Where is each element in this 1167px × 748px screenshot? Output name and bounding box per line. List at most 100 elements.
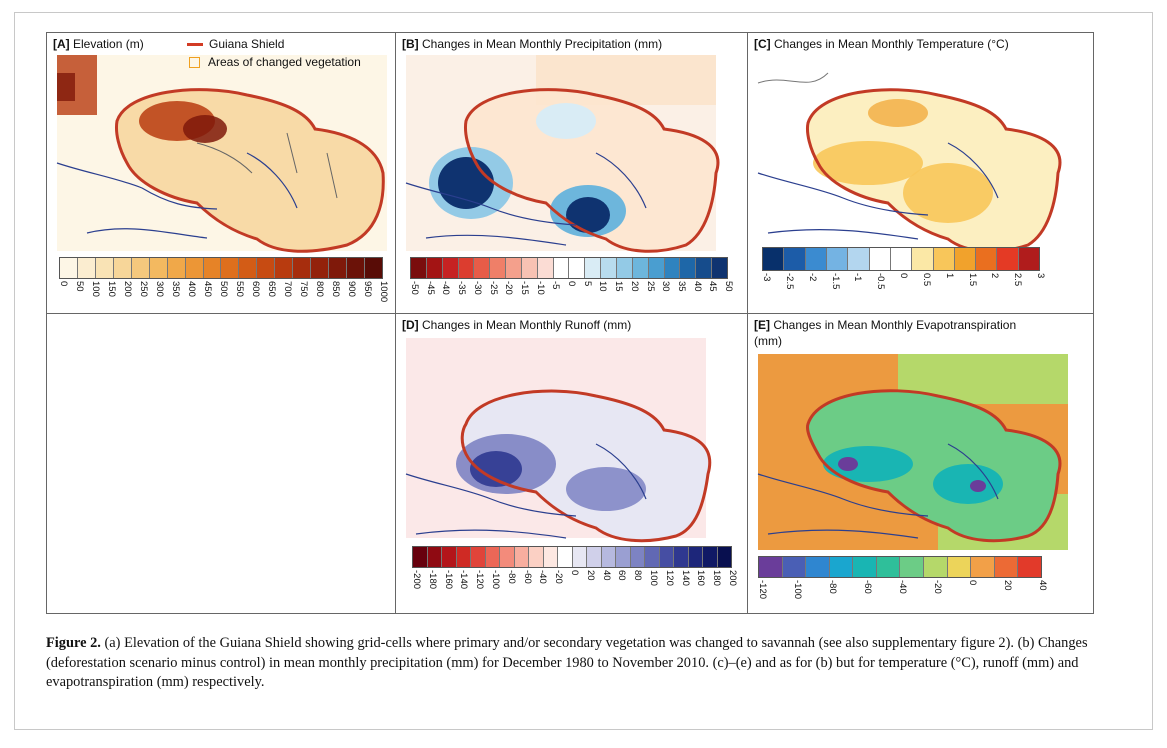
- colorbar-swatch: [848, 248, 870, 270]
- colorbar-swatch: [521, 258, 538, 278]
- colorbar-swatch: [474, 258, 491, 278]
- colorbar-swatch: [257, 258, 276, 278]
- colorbar-tick-label: 900: [346, 281, 357, 297]
- colorbar-swatch: [500, 547, 515, 567]
- colorbar-swatch: [471, 547, 486, 567]
- colorbar-tick-label: -80: [827, 580, 838, 594]
- precipitation-colorbar: [410, 257, 728, 279]
- colorbar-tick-label: -2: [806, 273, 818, 282]
- colorbar-tick-label: 200: [122, 281, 133, 297]
- colorbar-tick-label: 600: [250, 281, 261, 297]
- colorbar-swatch: [537, 258, 554, 278]
- colorbar-tick-label: -180: [426, 570, 438, 590]
- colorbar-tick-label: -45: [424, 281, 436, 295]
- colorbar-tick-label: 800: [314, 281, 325, 297]
- colorbar-swatch: [616, 547, 631, 567]
- colorbar-tick-label: 35: [675, 281, 687, 292]
- colorbar-tick-label: 20: [1002, 580, 1013, 591]
- runoff-colorbar: [412, 546, 732, 568]
- colorbar-swatch: [971, 557, 995, 577]
- colorbar-swatch: [427, 547, 442, 567]
- colorbar-swatch: [947, 557, 972, 577]
- colorbar-tick-label: -80: [505, 570, 517, 584]
- runoff-map: [405, 338, 712, 543]
- empty-panel: [47, 314, 395, 614]
- colorbar-tick-label: 180: [711, 570, 723, 586]
- colorbar-swatch: [763, 248, 785, 270]
- colorbar-swatch: [912, 248, 934, 270]
- colorbar-tick-label: 45: [707, 281, 719, 292]
- panel-precipitation: [B] Changes in Mean Monthly Precipitatio…: [396, 33, 747, 313]
- colorbar-swatch: [869, 248, 891, 270]
- temperature-colorbar-ticks: -3 -2.5 -2 -1.5 -1 -0.5 0 0.5 1 1.5 2 2.5 3: [761, 273, 1046, 313]
- colorbar-swatch: [900, 557, 925, 577]
- colorbar-tick-label: 0: [967, 580, 978, 586]
- colorbar-tick-label: -200: [411, 570, 422, 590]
- colorbar-tick-label: 950: [362, 281, 373, 297]
- colorbar-swatch: [458, 258, 475, 278]
- colorbar-tick-label: 0: [566, 281, 577, 287]
- colorbar-swatch: [514, 547, 529, 567]
- colorbar-swatch: [569, 258, 586, 278]
- colorbar-tick-label: 550: [234, 281, 245, 297]
- colorbar-swatch: [890, 248, 913, 270]
- colorbar-tick-label: 0: [898, 273, 909, 279]
- colorbar-tick-label: -20: [503, 281, 515, 295]
- colorbar-swatch: [759, 557, 783, 577]
- colorbar-swatch: [490, 258, 507, 278]
- colorbar-tick-label: 15: [613, 281, 625, 292]
- colorbar-tick-label: 250: [138, 281, 149, 297]
- colorbar-swatch: [853, 557, 877, 577]
- colorbar-tick-label: 750: [298, 281, 309, 297]
- elevation-colorbar-ticks: 0 50 100 150 200 250 300 350 400 450 500 550 600 650 7…: [58, 281, 389, 313]
- colorbar-swatch: [553, 258, 570, 278]
- colorbar-swatch: [645, 547, 660, 567]
- elevation-map: [56, 55, 387, 253]
- colorbar-tick-label: -20: [932, 580, 943, 594]
- colorbar-swatch: [239, 258, 258, 278]
- legend-changed-vegetation: Areas of changed vegetation: [187, 55, 361, 69]
- colorbar-swatch: [167, 258, 186, 278]
- colorbar-tick-label: 200: [727, 570, 738, 586]
- colorbar-tick-label: -1.5: [829, 273, 841, 290]
- colorbar-swatch: [632, 258, 649, 278]
- colorbar-swatch: [782, 557, 807, 577]
- colorbar-tick-label: 40: [1037, 580, 1048, 591]
- colorbar-tick-label: 10: [597, 281, 609, 292]
- figure-panel-grid: [A] Elevation (m) Guiana Shield Areas of…: [46, 32, 1094, 614]
- colorbar-swatch: [994, 557, 1019, 577]
- colorbar-swatch: [976, 248, 998, 270]
- colorbar-swatch: [456, 547, 471, 567]
- colorbar-tick-label: 20: [628, 281, 640, 292]
- colorbar-tick-label: 25: [644, 281, 656, 292]
- grid-divider: [47, 313, 1093, 314]
- colorbar-swatch: [587, 547, 602, 567]
- colorbar-tick-label: 50: [74, 281, 85, 292]
- panel-b-title: [B] Changes in Mean Monthly Precipitatio…: [402, 37, 663, 51]
- colorbar-tick-label: -40: [440, 281, 452, 295]
- colorbar-swatch: [954, 248, 977, 270]
- colorbar-swatch: [506, 258, 522, 278]
- colorbar-swatch: [585, 258, 602, 278]
- colorbar-swatch: [347, 258, 365, 278]
- colorbar-swatch: [648, 258, 665, 278]
- colorbar-tick-label: 20: [584, 570, 596, 581]
- red-line-swatch: [187, 43, 203, 47]
- panel-temperature: [C] Changes in Mean Monthly Temperature …: [748, 33, 1094, 313]
- colorbar-swatch: [293, 258, 312, 278]
- colorbar-tick-label: -35: [456, 281, 468, 295]
- colorbar-tick-label: 2.5: [1012, 273, 1024, 287]
- colorbar-tick-label: -2.5: [783, 273, 795, 290]
- colorbar-tick-label: 0: [569, 570, 580, 576]
- colorbar-tick-label: -60: [521, 570, 533, 584]
- colorbar-tick-label: 0.5: [920, 273, 932, 287]
- colorbar-tick-label: 2: [989, 273, 1001, 279]
- colorbar-tick-label: 100: [90, 281, 101, 297]
- colorbar-tick-label: 40: [600, 570, 612, 581]
- colorbar-swatch: [712, 258, 727, 278]
- colorbar-swatch: [674, 547, 689, 567]
- colorbar-swatch: [696, 258, 713, 278]
- grid-divider: [747, 33, 748, 613]
- colorbar-swatch: [680, 258, 697, 278]
- colorbar-swatch: [1018, 248, 1040, 270]
